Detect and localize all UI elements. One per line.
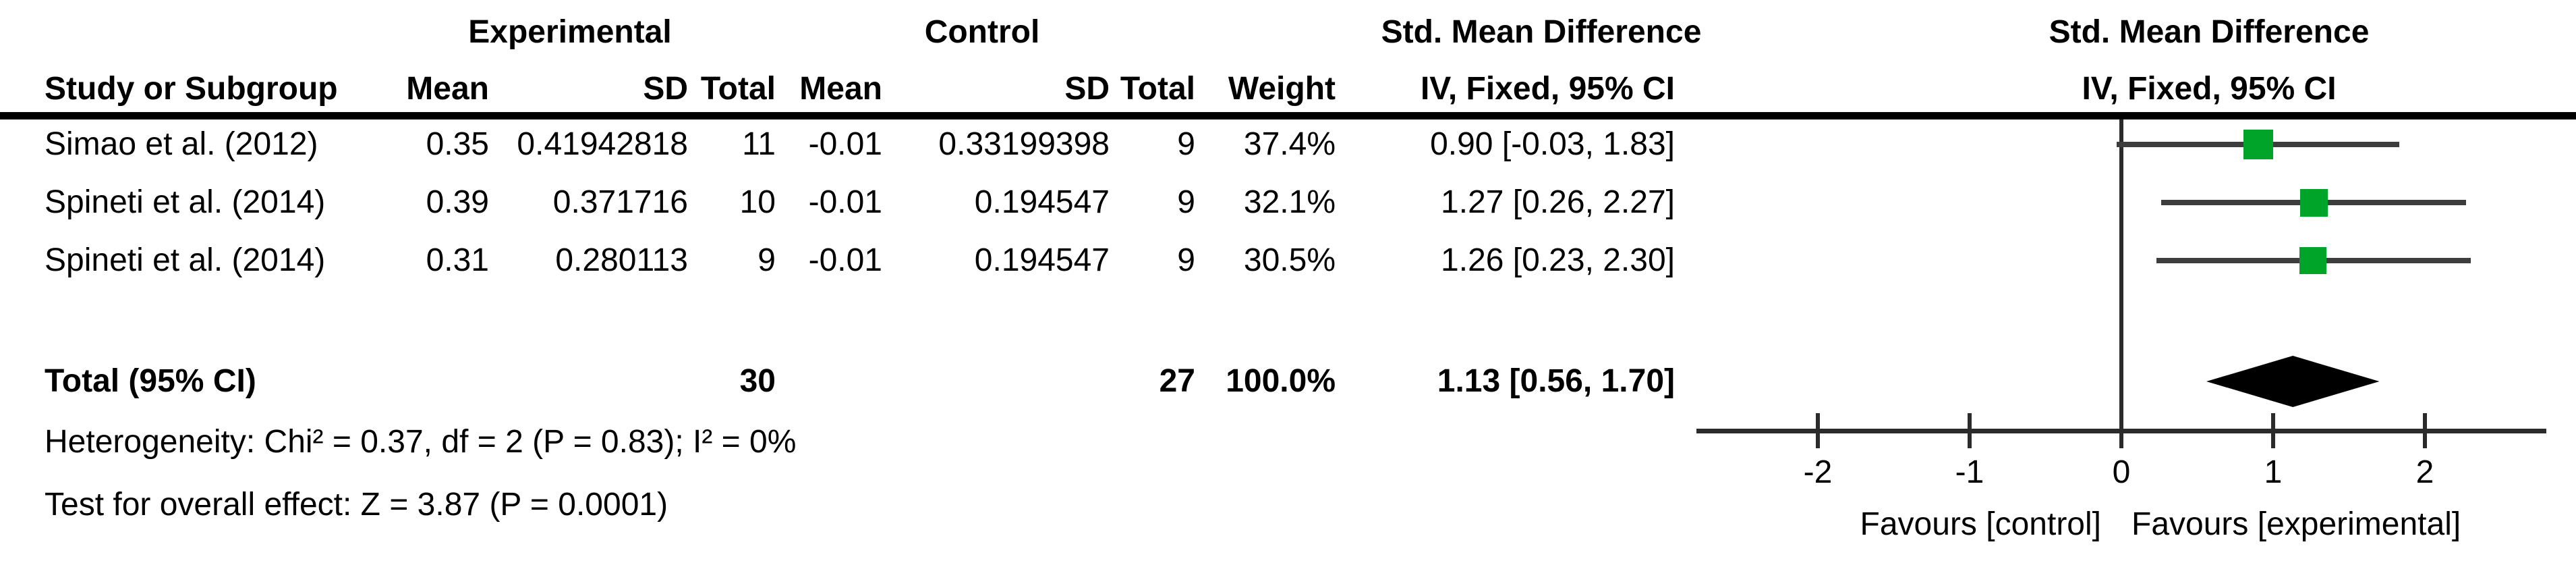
col-header-study: Study or Subgroup <box>45 71 338 107</box>
ctl-mean: -0.01 <box>808 184 882 220</box>
study-name: Spineti et al. (2014) <box>45 242 326 278</box>
col-header-exp-sd: SD <box>643 71 688 107</box>
exp-sd: 0.41942818 <box>517 126 688 162</box>
col-header-effect-ci: IV, Fixed, 95% CI <box>1420 71 1675 107</box>
ctl-sd: 0.194547 <box>974 184 1110 220</box>
study-name: Simao et al. (2012) <box>45 126 318 162</box>
favours-control-label: Favours [control] <box>1860 506 2101 542</box>
axis-tick-label: 1 <box>2264 454 2283 490</box>
total-exp-total: 30 <box>739 363 776 399</box>
exp-mean: 0.31 <box>426 242 489 278</box>
axis-tick-label: -1 <box>1955 454 1984 490</box>
effect-text: 1.27 [0.26, 2.27] <box>1441 184 1675 220</box>
effect-text: 0.90 [-0.03, 1.83] <box>1430 126 1675 162</box>
exp-total: 11 <box>742 126 776 162</box>
col-header-weight: Weight <box>1228 71 1336 107</box>
axis-tick-label: -2 <box>1803 454 1833 490</box>
exp-mean: 0.39 <box>426 184 489 220</box>
col-header-ctl-mean: Mean <box>799 71 882 107</box>
ctl-total: 9 <box>1177 242 1195 278</box>
group-header-effect: Std. Mean Difference <box>1381 14 1702 50</box>
axis-tick <box>2271 413 2275 448</box>
exp-sd: 0.280113 <box>555 242 688 278</box>
axis-tick-label: 2 <box>2415 454 2434 490</box>
weight: 37.4% <box>1243 126 1336 162</box>
col-header-exp-total: Total <box>700 71 776 107</box>
col-header-exp-mean: Mean <box>406 71 489 107</box>
exp-total: 10 <box>739 184 776 220</box>
exp-mean: 0.35 <box>426 126 489 162</box>
header-rule <box>0 112 2576 119</box>
total-diamond <box>2206 356 2380 407</box>
effect-marker <box>2299 247 2326 274</box>
axis-tick <box>1968 413 1972 448</box>
effect-marker <box>2243 130 2273 159</box>
effect-text: 1.26 [0.23, 2.30] <box>1441 242 1675 278</box>
col-header-ctl-total: Total <box>1120 71 1195 107</box>
weight: 32.1% <box>1243 184 1336 220</box>
group-header-control: Control <box>924 14 1040 50</box>
study-name: Spineti et al. (2014) <box>45 184 326 220</box>
zero-line <box>2119 119 2123 431</box>
axis-tick-label: 0 <box>2112 454 2131 490</box>
group-header-experimental: Experimental <box>468 14 672 50</box>
axis-tick <box>1816 413 1820 448</box>
plot-header-effect-ci: IV, Fixed, 95% CI <box>2082 71 2337 107</box>
ctl-sd: 0.33199398 <box>938 126 1110 162</box>
total-ctl-total: 27 <box>1159 363 1195 399</box>
exp-sd: 0.371716 <box>552 184 688 220</box>
axis-tick <box>2119 413 2123 448</box>
overall-effect-text: Test for overall effect: Z = 3.87 (P = 0… <box>45 487 668 523</box>
ctl-total: 9 <box>1177 126 1195 162</box>
total-effect-text: 1.13 [0.56, 1.70] <box>1437 363 1675 399</box>
weight: 30.5% <box>1243 242 1336 278</box>
ctl-mean: -0.01 <box>808 126 882 162</box>
heterogeneity-text: Heterogeneity: Chi² = 0.37, df = 2 (P = … <box>45 424 797 460</box>
total-weight: 100.0% <box>1226 363 1336 399</box>
favours-experimental-label: Favours [experimental] <box>2131 506 2461 542</box>
ctl-total: 9 <box>1177 184 1195 220</box>
axis-tick <box>2423 413 2427 448</box>
ctl-mean: -0.01 <box>808 242 882 278</box>
ctl-sd: 0.194547 <box>974 242 1110 278</box>
plot-header-effect: Std. Mean Difference <box>2049 14 2370 50</box>
col-header-ctl-sd: SD <box>1064 71 1110 107</box>
total-label: Total (95% CI) <box>45 363 256 399</box>
effect-marker <box>2300 189 2328 217</box>
exp-total: 9 <box>757 242 776 278</box>
